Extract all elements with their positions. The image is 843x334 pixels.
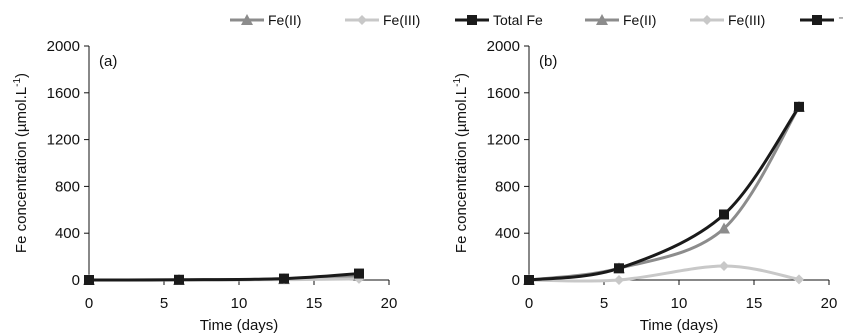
x-axis-label: Time (days): [200, 317, 279, 334]
legend: Fe(II) Fe(III) ⁻otal Fe: [585, 12, 843, 28]
x-tick-label: 10: [231, 295, 248, 312]
data-point-square: [354, 268, 364, 279]
data-point-square: [174, 274, 184, 285]
series-line-square: [88, 272, 360, 282]
data-point-triangle: [718, 222, 730, 234]
legend: Fe(II) Fe(III) Total Fe: [230, 12, 543, 28]
x-tick-label: 10: [671, 295, 688, 312]
data-point-square: [794, 101, 804, 112]
x-tick-label: 15: [746, 295, 763, 312]
chart-panel-2: 0 400 800 1200 1600 2000 0 5 10 15 20 Time (days) Fe…: [452, 12, 843, 334]
legend-label: Total Fe: [493, 12, 543, 28]
data-point-square: [279, 273, 289, 284]
data-point-diamond: [794, 274, 804, 285]
y-tick-label: 1200: [487, 132, 520, 149]
legend-marker: [596, 14, 608, 25]
x-tick-label: 20: [821, 295, 838, 312]
y-tick-label: 0: [72, 272, 80, 289]
data-point-diamond: [614, 275, 624, 285]
x-tick-label: 15: [306, 295, 323, 312]
data-point-square: [84, 275, 94, 285]
x-tick-label: 5: [600, 295, 608, 312]
panel-label: (a): [99, 53, 117, 70]
y-tick-label: 1600: [47, 85, 80, 102]
x-tick-label: 0: [85, 295, 93, 312]
x-tick-label: 20: [381, 295, 398, 312]
legend-marker: [357, 15, 367, 25]
legend-marker: [702, 15, 712, 25]
series-line-triangle: [528, 106, 801, 282]
data-point-square: [524, 275, 534, 285]
y-tick-label: 1200: [47, 132, 80, 149]
y-tick-label: 400: [55, 225, 80, 242]
y-tick-label: 800: [495, 178, 520, 195]
series-line-diamond: [528, 264, 800, 283]
y-tick-label: 0: [512, 272, 520, 289]
y-tick-label: 2000: [487, 38, 520, 55]
y-tick-label: 800: [55, 178, 80, 195]
y-axis-label: Fe concentration (µmol.L-1): [452, 73, 470, 253]
legend-label: Fe(II): [268, 12, 301, 28]
legend-marker: [812, 15, 822, 25]
data-point-square: [719, 209, 729, 220]
x-tick-label: 5: [160, 295, 168, 312]
data-point-square: [614, 263, 624, 274]
panel-label: (b): [539, 53, 557, 70]
y-tick-label: 1600: [487, 85, 520, 102]
legend-label: Fe(III): [383, 12, 420, 28]
x-tick-label: 0: [525, 295, 533, 312]
legend-label: ⁻otal Fe: [838, 12, 843, 28]
legend-label: Fe(III): [728, 12, 765, 28]
y-tick-label: 400: [495, 225, 520, 242]
legend-marker: [241, 14, 253, 25]
series-line-square: [528, 105, 801, 282]
y-tick-label: 2000: [47, 38, 80, 55]
legend-label: Fe(II): [623, 12, 656, 28]
legend-marker: [467, 15, 477, 25]
x-axis-label: Time (days): [640, 317, 719, 334]
data-point-diamond: [719, 260, 729, 271]
y-axis-label: Fe concentration (µmol.L-1): [12, 73, 30, 253]
chart-panel-1: 0 400 800 1200 1600 2000 0 5 10 15 20 Time (days) Fe…: [12, 12, 543, 334]
